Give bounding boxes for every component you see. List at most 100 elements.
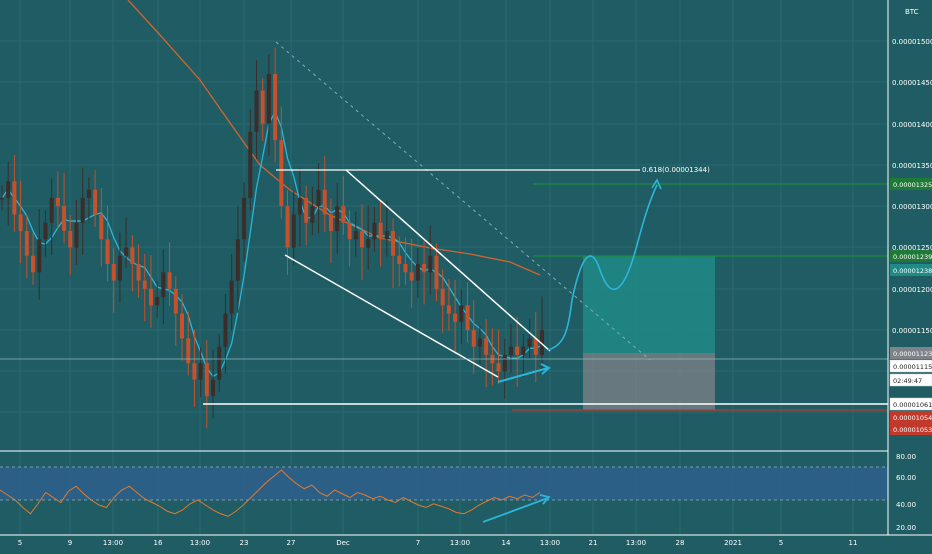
candle-body [130, 247, 135, 265]
price-tick-label: 0.00001150 [892, 327, 932, 335]
candle-body [322, 189, 327, 215]
candle-body [161, 272, 166, 298]
candle-body [192, 363, 197, 380]
candle-body [12, 181, 17, 215]
wedge-upper-line[interactable] [345, 169, 551, 352]
time-axis[interactable]: 5 9 13:00 16 13:00 23 27 Dec 7 13:00 14 13:00 21 13:0… [0, 534, 932, 547]
time-tick-label: 5 [779, 539, 783, 547]
candle-body [533, 338, 538, 355]
moving-average-blue [1, 110, 543, 378]
candle-body [229, 280, 234, 314]
price-tag-bg [890, 347, 932, 359]
candle-body [496, 363, 501, 372]
pattern-drawings: 0.618(0.00001344) [0, 166, 888, 411]
rsi-divergence-arrow[interactable] [482, 494, 551, 523]
candle-body [124, 247, 129, 256]
price-tick-label: 0.00001300 [892, 203, 932, 211]
grid-lines [0, 0, 888, 535]
dotted-trendline[interactable] [275, 41, 651, 361]
divergence-arrow[interactable] [497, 363, 551, 383]
candle-body [527, 338, 532, 347]
candle-body [142, 280, 147, 289]
rsi-tick-label: 60.00 [896, 474, 916, 482]
wedge-lower-line[interactable] [284, 254, 499, 378]
candle-body [148, 288, 153, 306]
candle-body [211, 379, 216, 397]
target-zone-box[interactable] [583, 256, 715, 353]
price-tag-bg [890, 411, 932, 423]
price-tag-bg [889, 373, 932, 387]
price-axis[interactable]: BTC 0.00001500 0.00001450 0.00001400 0.0000… [887, 0, 932, 535]
candle-body [186, 338, 191, 364]
time-tick-label: 9 [68, 539, 72, 547]
candle-body [508, 346, 513, 355]
fib-label: 0.618(0.00001344) [642, 166, 710, 174]
candle-body [428, 255, 433, 273]
price-tag-bg [890, 250, 932, 262]
candle-body [360, 230, 364, 248]
time-tick-label: 28 [676, 539, 685, 547]
candle-body [297, 197, 302, 215]
candle-body [540, 330, 544, 355]
time-tick-label: 23 [240, 539, 249, 547]
symbol-label: BTC [905, 8, 919, 16]
price-tick-label: 0.00001400 [892, 121, 932, 129]
price-tag-bg [890, 264, 932, 276]
candlestick-series [0, 47, 544, 429]
candle-body [99, 214, 104, 240]
candle-body [62, 206, 67, 231]
candle-body [49, 197, 54, 223]
candle-body [453, 313, 458, 322]
candle-body [384, 230, 389, 240]
candle-body [341, 206, 346, 223]
candle-body [68, 230, 73, 248]
candle-body [80, 197, 85, 223]
rsi-axis: 80.00 60.00 40.00 20.00 [896, 453, 916, 532]
price-tag-label: 0.00001115 [893, 363, 932, 371]
candle-body [353, 230, 358, 240]
candle-body [117, 255, 122, 281]
candle-body [440, 288, 445, 306]
candle-body [223, 313, 228, 347]
candle-body [304, 197, 309, 223]
candle-body [316, 189, 321, 207]
time-tick-label: 13:00 [450, 539, 470, 547]
candle-body [446, 305, 451, 314]
price-tick-label: 0.00001350 [892, 162, 932, 170]
moving-average-orange [127, 0, 541, 276]
candle-body [415, 264, 420, 281]
price-tag-label: 0.00001325 [893, 181, 932, 189]
candle-body [173, 288, 178, 314]
time-tick-label: 27 [287, 539, 296, 547]
candle-body [260, 90, 265, 124]
candle-body [6, 181, 11, 198]
candle-body [409, 272, 414, 281]
price-tag-bg [890, 423, 932, 435]
time-tick-label: 5 [18, 539, 22, 547]
candle-body [43, 222, 48, 240]
candle-body [93, 189, 98, 215]
candle-body [477, 338, 482, 347]
candle-body [515, 346, 520, 355]
price-tick-label: 0.00001500 [892, 38, 932, 46]
stop-zone-box[interactable] [583, 353, 715, 410]
price-tag-bg [889, 359, 932, 373]
projection-curve[interactable] [547, 184, 658, 351]
price-tick-label: 0.00001450 [892, 79, 932, 87]
candle-body [136, 264, 141, 281]
price-tick-label: 0.00001200 [892, 286, 932, 294]
candle-body [198, 363, 203, 380]
time-tick-label: 21 [589, 539, 598, 547]
candle-body [471, 330, 476, 347]
time-tick-label: 13:00 [103, 539, 123, 547]
candle-body [18, 214, 23, 231]
candle-body [378, 222, 383, 240]
candle-body [235, 239, 240, 281]
drawing-overlays [1, 0, 715, 410]
candle-body [180, 313, 184, 339]
candle-body [434, 255, 439, 289]
candle-body [24, 230, 29, 256]
price-tag-label: 02:49:47 [893, 377, 922, 385]
candle-body [254, 90, 259, 132]
